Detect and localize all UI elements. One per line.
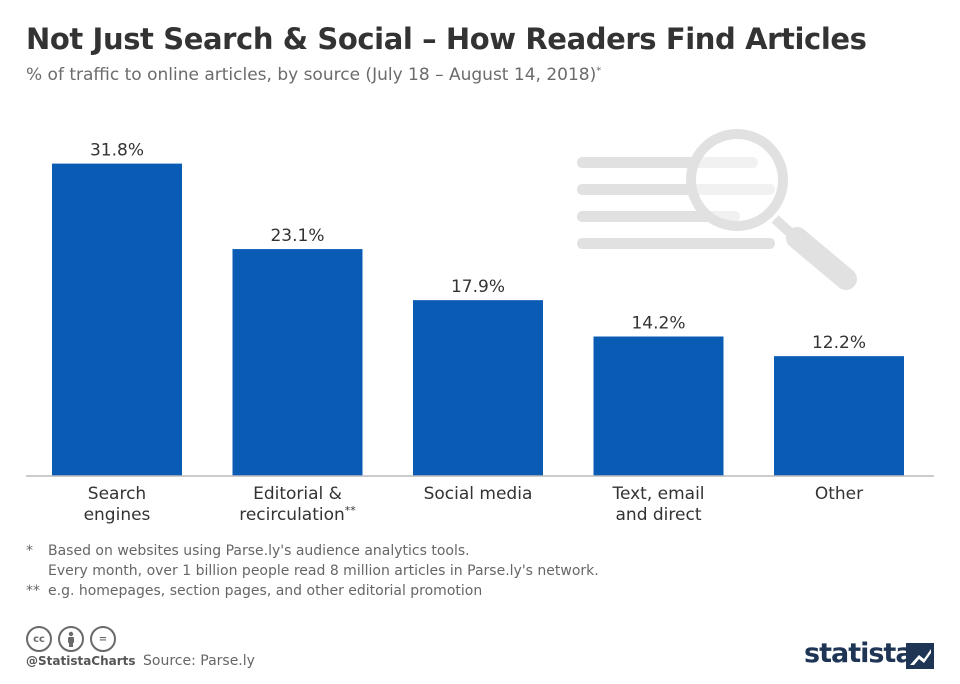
footnote-line-1: Based on websites using Parse.ly's audie…	[48, 543, 470, 559]
source-note: Source: Parse.ly	[143, 653, 255, 669]
bar-4	[593, 336, 724, 476]
footnotes: * Based on websites using Parse.ly's aud…	[26, 541, 599, 601]
bar-value-label-1: 31.8%	[90, 141, 144, 161]
category-label-3: Social media	[424, 484, 533, 504]
chart-title: Not Just Search & Social – How Readers F…	[26, 22, 867, 56]
category-label-1: Search engines	[84, 484, 151, 525]
no-derivatives-equals-icon[interactable]: =	[90, 626, 116, 652]
category-label-5: Other	[815, 484, 863, 504]
bar-5	[774, 356, 904, 476]
subtitle-footnote-mark: *	[596, 65, 602, 77]
category-label-line: Social media	[424, 484, 533, 504]
bar-value-label-5: 12.2%	[812, 333, 866, 353]
twitter-handle[interactable]: @StatistaCharts	[26, 654, 136, 668]
license-icons: cc =	[26, 626, 116, 652]
category-label-4: Text, email and direct	[611, 484, 704, 525]
statista-logo-text[interactable]: statista	[804, 638, 914, 669]
bar-3	[413, 300, 543, 476]
category-footnote-mark: **	[345, 504, 357, 517]
category-label-line: Text, email	[611, 484, 704, 504]
footnote-line-3: e.g. homepages, section pages, and other…	[48, 583, 483, 599]
chart-subtitle: % of traffic to online articles, by sour…	[26, 65, 601, 85]
footnote-line-2: Every month, over 1 billion people read …	[48, 563, 599, 579]
no-derivatives-label: =	[98, 633, 108, 645]
bar-2	[232, 249, 363, 476]
category-label-line: engines	[84, 505, 151, 525]
magnifying-glass-over-text-icon	[577, 129, 857, 290]
category-label-line: Other	[815, 484, 863, 504]
category-label-2: Editorial & recirculation**	[239, 484, 356, 525]
creative-commons-icon[interactable]: cc	[26, 626, 52, 652]
category-label-line: recirculation**	[239, 504, 356, 525]
bar-value-label-3: 17.9%	[451, 277, 505, 297]
footnote-mark-2: **	[26, 583, 40, 599]
creative-commons-label: cc	[33, 633, 45, 645]
bar-1	[52, 163, 182, 477]
statista-logo-icon	[906, 643, 934, 669]
subtitle-text: % of traffic to online articles, by sour…	[26, 65, 597, 85]
category-label-line: Search	[88, 484, 146, 504]
bar-chart: 31.8% Search engines 23.1% Editorial & recirc…	[26, 129, 934, 525]
category-label-line: and direct	[616, 505, 702, 525]
category-label-line: Editorial &	[253, 484, 342, 504]
bar-value-label-4: 14.2%	[631, 314, 685, 334]
footnote-mark-1: *	[26, 543, 33, 559]
bar-value-label-2: 23.1%	[270, 226, 324, 246]
attribution-person-icon[interactable]	[58, 626, 84, 652]
person-glyph	[68, 631, 74, 647]
